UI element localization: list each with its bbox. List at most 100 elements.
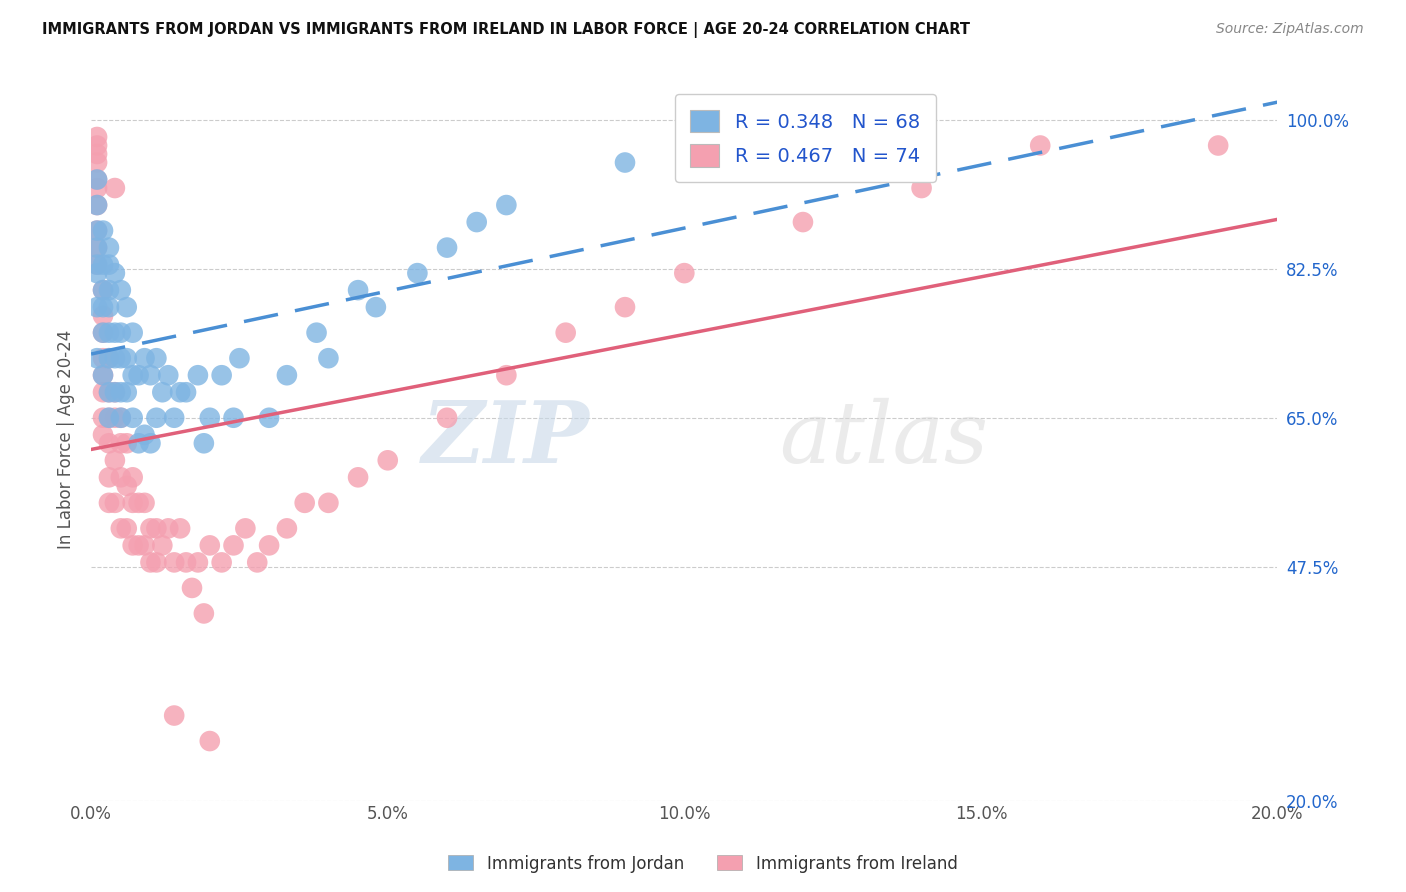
Text: ZIP: ZIP [422, 397, 589, 481]
Point [121, 326, 143, 340]
Point [115, 436, 138, 450]
Point [554, 326, 576, 340]
Point [104, 326, 127, 340]
Point [91, 368, 114, 383]
Point [193, 607, 215, 621]
Point [86, 198, 108, 212]
Point [104, 385, 127, 400]
Point [246, 555, 269, 569]
Point [157, 521, 180, 535]
Point [910, 181, 932, 195]
Point [792, 130, 814, 145]
Point [115, 521, 138, 535]
Point [235, 521, 257, 535]
Point [495, 198, 517, 212]
Point [86, 258, 108, 272]
Point [163, 555, 186, 569]
Point [97, 300, 120, 314]
Text: atlas: atlas [779, 398, 988, 481]
Point [257, 410, 280, 425]
Point [115, 479, 138, 493]
Point [169, 385, 191, 400]
Point [97, 351, 120, 366]
Point [198, 410, 221, 425]
Point [86, 241, 108, 255]
Point [86, 155, 108, 169]
Point [91, 368, 114, 383]
Point [145, 521, 167, 535]
Point [97, 385, 120, 400]
Y-axis label: In Labor Force | Age 20-24: In Labor Force | Age 20-24 [58, 329, 75, 549]
Point [1206, 138, 1229, 153]
Point [86, 172, 108, 186]
Point [86, 130, 108, 145]
Point [436, 410, 458, 425]
Point [110, 385, 132, 400]
Point [97, 410, 120, 425]
Point [222, 410, 245, 425]
Point [169, 521, 191, 535]
Point [294, 496, 316, 510]
Point [495, 368, 517, 383]
Point [86, 224, 108, 238]
Point [97, 351, 120, 366]
Point [150, 538, 173, 552]
Point [134, 427, 156, 442]
Point [110, 410, 132, 425]
Point [198, 734, 221, 748]
Point [145, 555, 167, 569]
Point [128, 496, 150, 510]
Point [211, 368, 233, 383]
Point [104, 410, 127, 425]
Legend: R = 0.348   N = 68, R = 0.467   N = 74: R = 0.348 N = 68, R = 0.467 N = 74 [675, 95, 935, 182]
Point [86, 147, 108, 161]
Point [139, 368, 162, 383]
Point [110, 410, 132, 425]
Point [673, 266, 696, 280]
Point [276, 521, 298, 535]
Point [121, 496, 143, 510]
Point [121, 368, 143, 383]
Point [257, 538, 280, 552]
Point [115, 385, 138, 400]
Point [91, 258, 114, 272]
Point [104, 453, 127, 467]
Point [347, 283, 370, 297]
Point [139, 521, 162, 535]
Point [121, 410, 143, 425]
Point [436, 241, 458, 255]
Point [86, 224, 108, 238]
Point [139, 436, 162, 450]
Text: IMMIGRANTS FROM JORDAN VS IMMIGRANTS FROM IRELAND IN LABOR FORCE | AGE 20-24 COR: IMMIGRANTS FROM JORDAN VS IMMIGRANTS FRO… [42, 22, 970, 38]
Point [97, 241, 120, 255]
Point [128, 538, 150, 552]
Point [91, 309, 114, 323]
Point [193, 436, 215, 450]
Point [91, 385, 114, 400]
Point [86, 172, 108, 186]
Point [174, 385, 197, 400]
Point [86, 351, 108, 366]
Point [145, 410, 167, 425]
Point [406, 266, 429, 280]
Point [128, 368, 150, 383]
Point [211, 555, 233, 569]
Legend: Immigrants from Jordan, Immigrants from Ireland: Immigrants from Jordan, Immigrants from … [441, 848, 965, 880]
Point [110, 521, 132, 535]
Point [465, 215, 488, 229]
Point [86, 300, 108, 314]
Point [163, 410, 186, 425]
Point [163, 708, 186, 723]
Point [145, 351, 167, 366]
Point [104, 385, 127, 400]
Point [91, 351, 114, 366]
Point [97, 496, 120, 510]
Point [91, 283, 114, 297]
Point [110, 470, 132, 484]
Point [110, 326, 132, 340]
Point [110, 283, 132, 297]
Point [115, 300, 138, 314]
Point [86, 181, 108, 195]
Point [86, 241, 108, 255]
Point [377, 453, 399, 467]
